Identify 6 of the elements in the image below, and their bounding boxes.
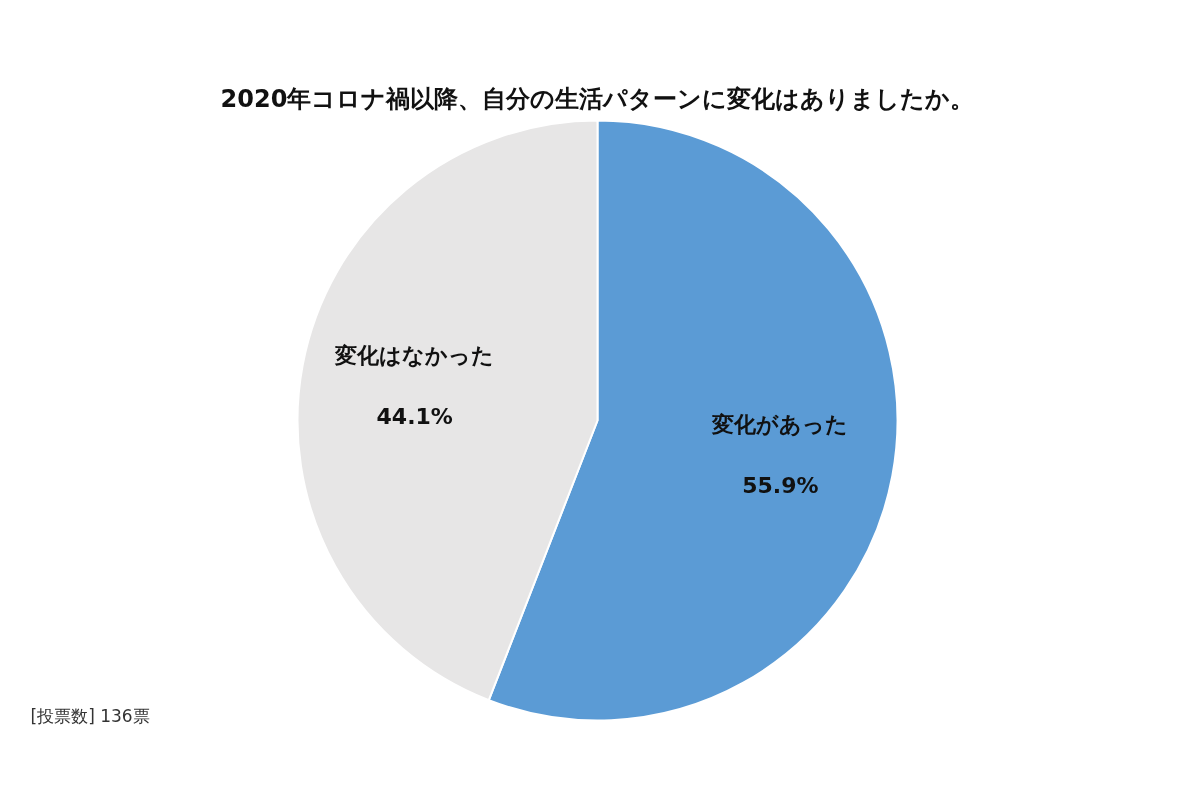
data-label: 44.1% [376,404,453,430]
chart-title: 2020年コロナ禍以降、自分の生活パターンに変化はありましたか。 [220,84,975,113]
slice-label: 変化があった [711,411,849,437]
data-label: 55.9% [742,472,819,498]
text: [投票数] 136票 [30,705,150,726]
slice-label: 変化はなかった [334,343,495,369]
